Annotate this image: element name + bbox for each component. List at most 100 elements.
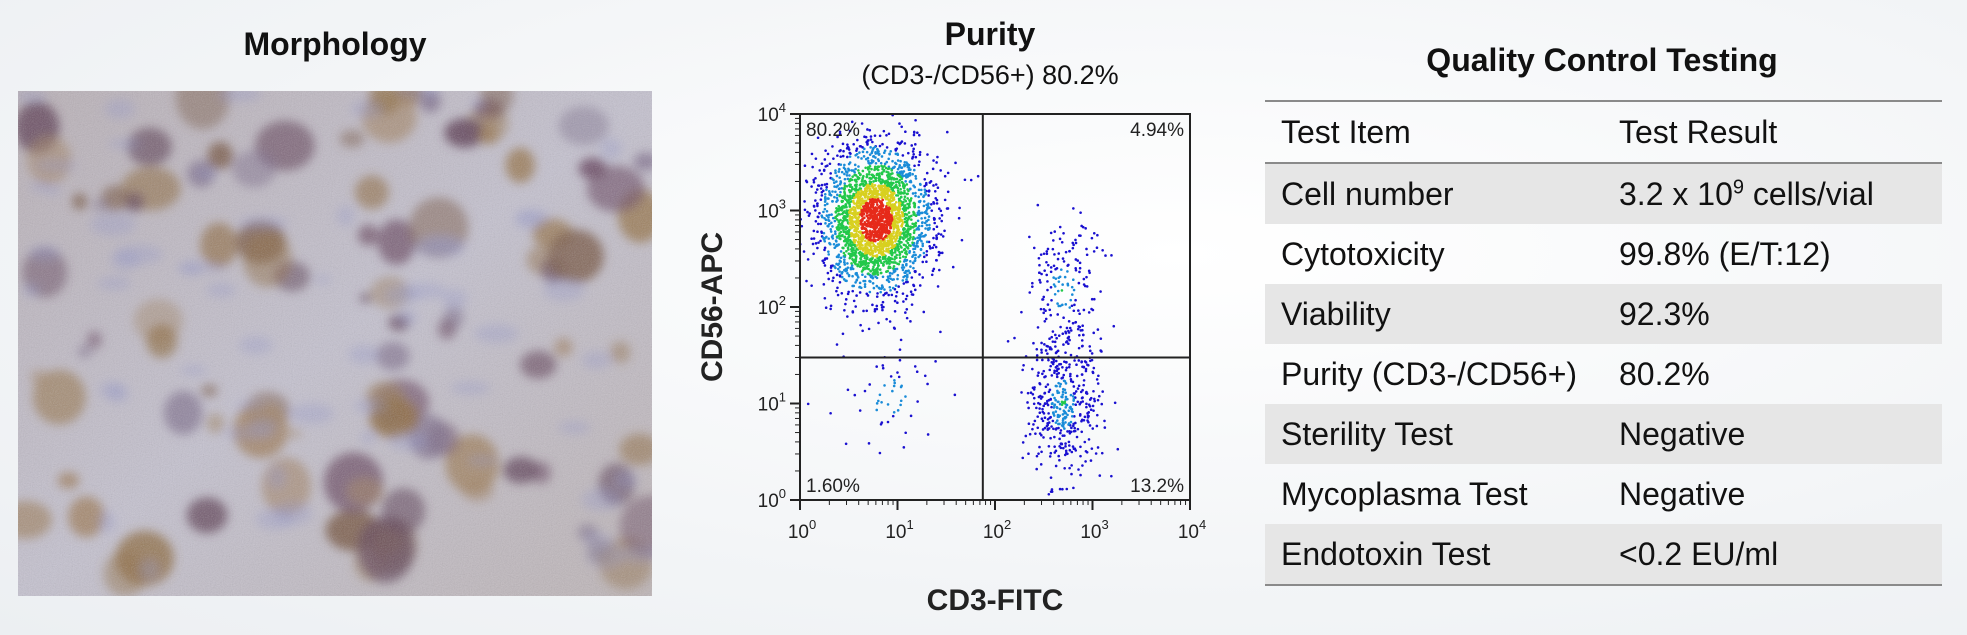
scatter-point (843, 263, 847, 266)
scatter-point (823, 183, 827, 186)
scatter-point (825, 214, 829, 217)
scatter-point (1033, 386, 1036, 389)
scatter-point (851, 289, 855, 293)
scatter-point (1033, 419, 1037, 423)
qc-item: Cytotoxicity (1281, 235, 1445, 272)
scatter-point (873, 134, 877, 137)
scatter-point (835, 343, 839, 346)
scatter-point (814, 176, 817, 180)
scatter-point (898, 260, 902, 263)
scatter-point (843, 308, 846, 312)
scatter-point (848, 203, 851, 206)
scatter-point (1067, 409, 1071, 413)
scatter-point (905, 262, 908, 266)
scatter-point (863, 220, 867, 224)
scatter-point (1045, 252, 1049, 256)
x-tick-label: 103 (1080, 517, 1108, 543)
scatter-point (870, 238, 873, 242)
scatter-point (904, 395, 907, 398)
scatter-point (883, 182, 887, 185)
scatter-point (929, 247, 932, 250)
scatter-point (892, 264, 896, 268)
scatter-point (827, 219, 831, 223)
scatter-point (876, 223, 880, 227)
scatter-point (814, 219, 818, 223)
scatter-point (889, 190, 893, 194)
scatter-point (1050, 405, 1053, 409)
scatter-point (824, 149, 827, 152)
scatter-point (1042, 412, 1046, 415)
scatter-point (879, 182, 883, 185)
scatter-point (912, 231, 916, 235)
scatter-point (1031, 285, 1034, 288)
scatter-point (825, 210, 829, 213)
scatter-point (1060, 240, 1064, 244)
scatter-point (1053, 230, 1057, 233)
scatter-point (914, 194, 917, 198)
scatter-point (885, 259, 888, 263)
scatter-point (814, 209, 817, 212)
scatter-point (877, 213, 881, 217)
scatter-point (934, 245, 938, 249)
scatter-point (1090, 447, 1094, 450)
scatter-point (1042, 311, 1045, 315)
scatter-point (1047, 444, 1051, 448)
scatter-point (832, 178, 835, 182)
scatter-point (820, 183, 824, 187)
scatter-point (1058, 487, 1062, 491)
scatter-point (916, 236, 919, 239)
scatter-point (837, 204, 841, 208)
scatter-point (899, 338, 903, 342)
scatter-point (874, 268, 877, 271)
scatter-point (1050, 347, 1053, 351)
scatter-point (1032, 396, 1036, 400)
scatter-point (1027, 452, 1030, 456)
scatter-point (849, 200, 853, 203)
scatter-point (892, 230, 895, 233)
scatter-point (895, 171, 899, 174)
scatter-point (869, 135, 873, 138)
qc-row: Cytotoxicity 99.8% (E/T:12) (1265, 224, 1942, 284)
scatter-point (886, 275, 890, 278)
scatter-point (1070, 414, 1074, 418)
scatter-point (823, 239, 827, 243)
scatter-point (867, 202, 871, 205)
scatter-point (1058, 444, 1061, 448)
scatter-point (1074, 258, 1078, 261)
scatter-point (889, 172, 893, 176)
scatter-point (841, 142, 845, 146)
scatter-point (855, 278, 859, 282)
scatter-point (1076, 327, 1080, 331)
scatter-point (918, 236, 921, 240)
scatter-point (1060, 376, 1064, 380)
y-tick-label: 103 (758, 197, 786, 223)
scatter-point (854, 153, 857, 157)
scatter-point (836, 286, 839, 290)
quadrant-label-lower-left: 1.60% (806, 476, 860, 497)
scatter-point (854, 206, 857, 210)
scatter-point (1063, 466, 1066, 470)
scatter-point (888, 285, 892, 289)
scatter-point (883, 288, 886, 291)
scatter-point (1043, 391, 1047, 395)
scatter-point (1021, 456, 1025, 460)
scatter-point (935, 236, 938, 240)
scatter-point (925, 171, 929, 175)
scatter-point (1071, 395, 1075, 398)
scatter-point (1080, 344, 1084, 348)
scatter-point (914, 174, 917, 178)
scatter-point (905, 183, 909, 186)
scatter-point (874, 187, 878, 190)
scatter-point (1062, 316, 1065, 320)
scatter-point (1066, 264, 1069, 267)
scatter-point (909, 290, 913, 294)
scatter-point (884, 166, 888, 170)
scatter-point (1057, 381, 1060, 385)
scatter-point (1065, 487, 1069, 491)
scatter-point (1067, 440, 1071, 444)
scatter-point (1068, 374, 1072, 378)
scatter-point (1069, 329, 1073, 332)
scatter-point (1067, 422, 1071, 425)
scatter-point (855, 180, 858, 183)
scatter-point (814, 242, 818, 245)
